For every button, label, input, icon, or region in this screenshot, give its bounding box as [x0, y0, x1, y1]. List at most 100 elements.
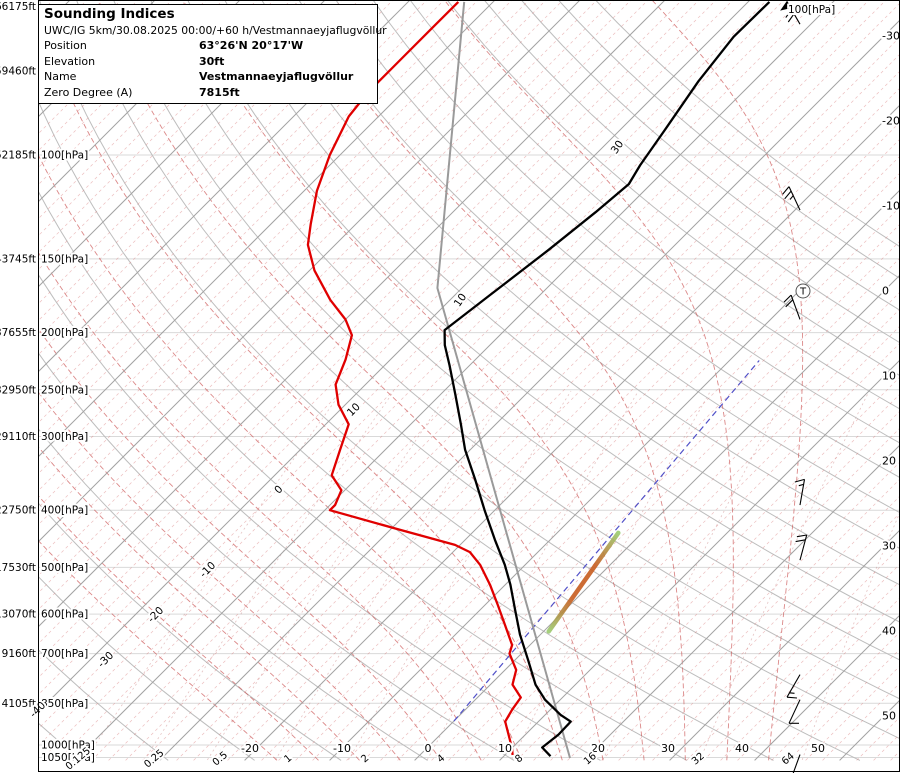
tropopause-circle [795, 283, 811, 299]
wind-barb [792, 754, 801, 773]
dry-adiabat-line [113, 0, 900, 700]
altitude-label: 4105ft [2, 698, 36, 710]
altitude-label: 22750ft [0, 505, 36, 517]
barb-staff [799, 479, 806, 506]
isotherm-minor-line [737, 597, 900, 761]
isotherm-minor-line [38, 0, 88, 50]
isotherm-minor-line [38, 0, 717, 679]
isotherm-minor-line [278, 138, 900, 761]
pressure-label: 250[hPa] [41, 384, 88, 396]
isotherm-minor-line [40, 0, 802, 761]
isotherm-minor-line [618, 478, 900, 761]
isotherm-minor-line [397, 257, 900, 761]
isotherm-minor-line [91, 0, 853, 761]
barb-staff [788, 699, 801, 724]
wind-barb [786, 674, 801, 699]
isotherm-minor-line [720, 580, 900, 761]
top-right-pressure-label: 100[hPa] [788, 4, 835, 16]
barb-tick-half [789, 692, 795, 694]
altitude-label: 37655ft [0, 327, 36, 339]
plot-frame [38, 0, 900, 772]
reference-line [453, 360, 760, 722]
isotherm-major-line [159, 19, 900, 761]
info-value-zero-degree: 7815ft [199, 85, 240, 99]
inline-temp-label: 0 [272, 483, 285, 496]
pressure-label: 700[hPa] [41, 648, 88, 660]
isotherm-minor-line [38, 0, 530, 492]
isotherm-minor-line [38, 0, 377, 339]
info-label-name: Name [44, 70, 77, 83]
isotherm-minor-line [38, 0, 785, 747]
pressure-label: 150[hPa] [41, 253, 88, 265]
bottom-temp-label: 50 [811, 742, 825, 755]
isotherm-minor-line [38, 0, 649, 611]
isotherm-major-line [414, 274, 900, 761]
dry-adiabat-line [372, 0, 900, 444]
dry-adiabat-line [38, 99, 774, 761]
sounding-info-box: Sounding Indices UWC/IG 5km/30.08.2025 0… [38, 4, 387, 104]
dry-adiabat-line [38, 502, 342, 761]
barb-tick-full [783, 294, 792, 303]
dry-adiabat-line [335, 0, 900, 479]
pressure-label: 850[hPa] [41, 698, 88, 710]
moist-adiabat-line [293, 0, 686, 761]
tropopause-label: T [799, 286, 807, 297]
parcel-curve [436, 1, 571, 759]
mixing-ratio-label: 0.5 [211, 750, 230, 769]
barb-tick-full [784, 190, 792, 200]
isotherm-minor-line [38, 0, 462, 424]
isotherm-minor-line [703, 563, 900, 761]
right-temp-labels: -30 -20 -10 0 10 20 30 40 50 [880, 28, 900, 725]
barb-tick-full [785, 299, 794, 308]
mixing-ratio-label: 8 [513, 753, 525, 766]
mixing-ratio-line [801, 511, 900, 761]
altitude-label: 52185ft [0, 150, 36, 162]
tropopause-marker: T [795, 283, 811, 299]
pressure-label: 400[hPa] [41, 505, 88, 517]
isotherm-minor-line [516, 376, 900, 761]
barb-staff [788, 186, 801, 211]
isotherm-minor-line [176, 36, 900, 761]
bottom-temp-label: 20 [591, 742, 605, 755]
barb-tick-full [794, 478, 805, 483]
pressure-axis-labels: 100[hPa] 150[hPa] 200[hPa] 250[hPa] 300[hPa]… [39, 148, 97, 766]
isotherm-minor-line [38, 0, 632, 594]
bottom-temp-label: 10 [498, 742, 512, 755]
barb-tick-full [796, 534, 807, 538]
frame-border [38, 0, 900, 772]
isotherm-minor-line [363, 223, 900, 761]
barb-staff [792, 754, 801, 773]
isotherm-minor-line [295, 155, 900, 761]
dry-adiabat-line [75, 0, 900, 740]
isotherm-minor-line [108, 0, 870, 761]
isotherm-major-line [584, 444, 900, 761]
moist-adiabat-line [38, 251, 482, 761]
barb-tick-full [787, 13, 795, 23]
info-row-position: Position 63°26'N 20°17'W [44, 38, 371, 54]
dry-adiabat-line [261, 0, 900, 550]
isotherm-major-line [244, 104, 900, 761]
right-temp-label: 20 [882, 455, 896, 468]
bottom-temp-label: 0 [425, 742, 432, 755]
barb-tick-full [786, 696, 798, 699]
isotherm-minor-line [448, 308, 900, 761]
isotherm-minor-line [482, 342, 900, 761]
wind-barb [782, 186, 801, 211]
right-temp-label: 30 [882, 540, 896, 553]
isotherm-major-line [499, 359, 900, 761]
altitude-label: 59460ft [0, 65, 36, 77]
isotherm-minor-line [312, 172, 900, 761]
right-temp-label: 50 [882, 710, 896, 723]
mixing-ratio-label: 4 [435, 753, 447, 766]
info-row-name: Name Vestmannaeyjaflugvöllur [44, 69, 371, 85]
wind-barb [780, 0, 801, 25]
altitude-label: 17530ft [0, 562, 36, 574]
isotherm-minor-line [567, 427, 900, 761]
isotherm-major-line [38, 0, 496, 458]
barb-staff [786, 674, 801, 698]
dry-adiabat-line [594, 0, 900, 248]
